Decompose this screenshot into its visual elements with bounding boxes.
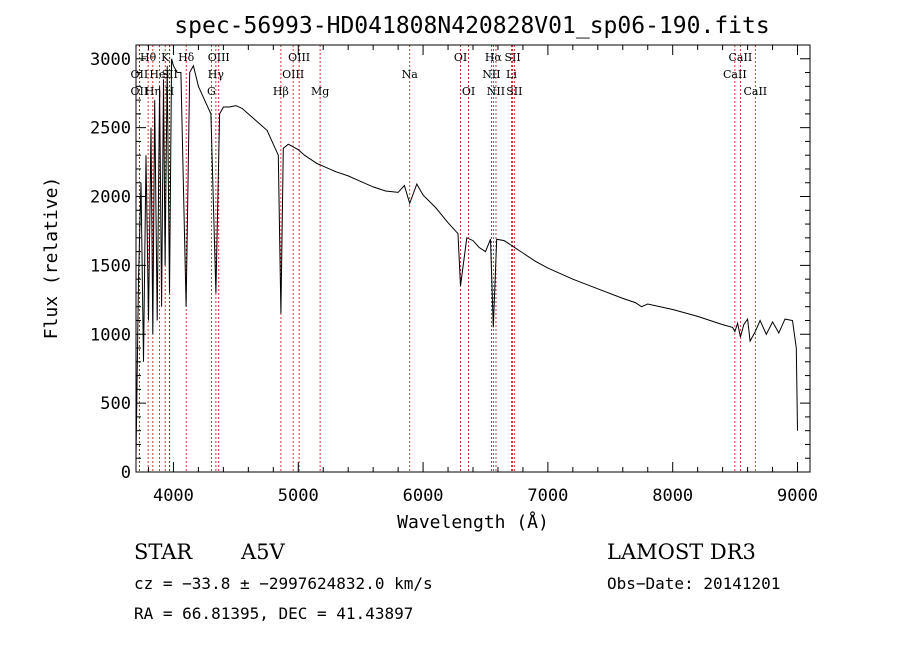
line-label: Na [402,68,419,81]
line-label: NII [482,68,500,81]
line-label: OIII [208,51,230,64]
line-labels: HθOIIOIIHηHeIKHSIIHδGHγOIIIHβOIIIOIIIMgN… [131,51,768,98]
y-tick-label: 3000 [90,50,131,70]
redshift-readout: cz = −33.8 ± −2997624832.0 km/s [134,574,433,593]
y-tick-label: 1000 [90,325,131,345]
survey-name: LAMOST DR3 [607,540,756,564]
line-label: Hη [145,85,161,98]
line-label: NII [487,85,505,98]
line-label: OIII [288,51,310,64]
observation-date: Obs−Date: 20141201 [607,574,780,593]
line-label: OIII [282,68,304,81]
x-tick-label: 7000 [527,486,568,506]
line-label: OII [131,85,149,98]
coordinates-readout: RA = 66.81395, DEC = 41.43897 [134,604,413,623]
x-tick-label: 4000 [153,486,194,506]
spectrum-line [135,58,798,459]
line-label: OII [131,68,149,81]
line-label: SII [506,85,522,98]
chart-title: spec-56993-HD041808N420828V01_sp06-190.f… [174,13,769,39]
object-subclass: A5V [240,540,286,564]
object-class: STAR [134,540,193,564]
x-axis-label: Wavelength (Å) [397,511,549,533]
line-label: Hγ [208,68,225,81]
y-tick-label: 500 [100,394,131,414]
plot-frame [135,44,811,473]
line-label: Hδ [178,51,195,64]
line-label: CaII [743,85,767,98]
y-axis: 0 500 1000 1500 2000 2500 3000 [90,44,810,483]
line-label: OI [462,85,475,98]
line-label: Mg [311,85,329,98]
y-tick-label: 2000 [90,188,131,208]
x-tick-label: 5000 [278,486,319,506]
x-tick-label: 8000 [652,486,693,506]
line-label: Hα [485,51,503,64]
line-label: K [161,51,170,64]
y-tick-label: 2500 [90,119,131,139]
line-label: CaII [729,51,753,64]
line-label: Hβ [273,85,289,98]
line-label: CaII [723,68,747,81]
line-markers [138,45,756,472]
line-label: Li [506,68,517,81]
y-tick-label: 0 [121,463,131,483]
line-label: OI [454,51,467,64]
line-label: SII [504,51,520,64]
line-label: HeI [149,68,169,81]
x-tick-label: 6000 [403,486,444,506]
line-label: G [207,85,216,98]
line-label: H [165,85,175,98]
x-tick-label: 9000 [777,486,818,506]
x-axis: 4000 5000 6000 7000 8000 9000 [147,45,818,506]
line-label: SII [162,68,178,81]
y-tick-label: 1500 [90,256,131,276]
line-label: Hθ [140,51,157,64]
y-axis-label: Flux (relative) [41,177,62,340]
